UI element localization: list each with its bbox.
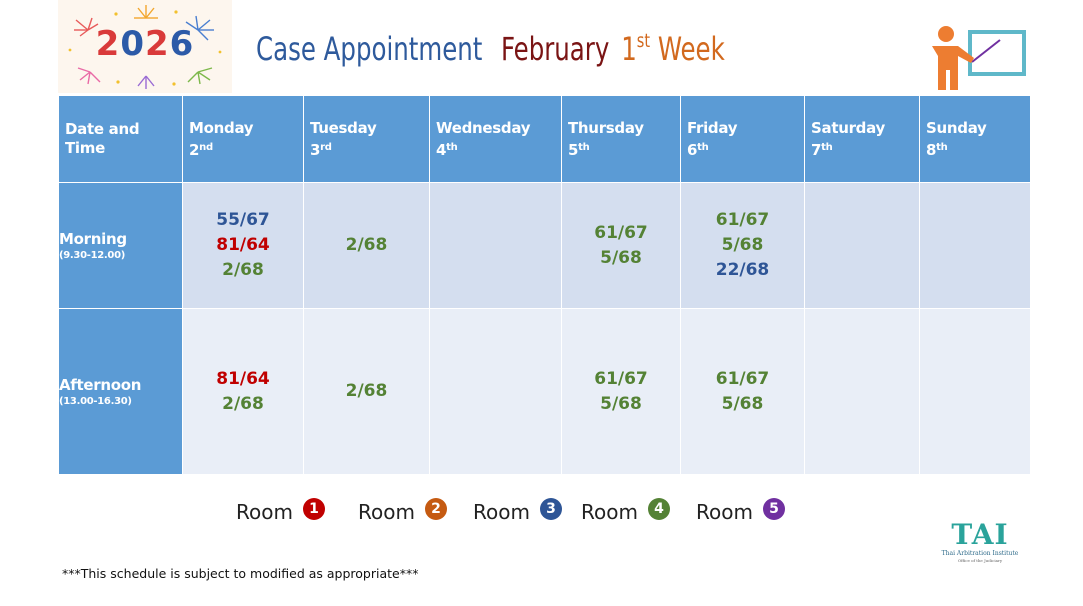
- table-cell: 61/67 5/68 22/68: [680, 182, 805, 309]
- fireworks-icon: [68, 5, 222, 89]
- case-entry: 5/68: [600, 247, 642, 268]
- table-cell: 81/64 2/68: [182, 308, 304, 475]
- room-2-badge: 2: [424, 498, 447, 520]
- schedule-table: Date and Time Monday 2nd Tuesday 3rd Wedne…: [58, 95, 1031, 475]
- case-entry: 61/67: [715, 210, 770, 230]
- morning-row: Morning (9.30-12.00) 55/67 81/64 2/68 2/68…: [58, 182, 1031, 309]
- tai-logo: TAI Thai Arbitration Institute Office of…: [940, 520, 1020, 564]
- table-cell: 2/68: [303, 308, 430, 475]
- table-cell: [429, 308, 562, 475]
- day-header-sunday: Sunday 8th: [919, 95, 1031, 183]
- day-header-thursday: Thursday 5th: [561, 95, 681, 183]
- room-3-badge: 3: [539, 498, 562, 520]
- legend-item-room-1: Room 1: [236, 498, 325, 524]
- year-label: 2026: [95, 24, 195, 64]
- presenter-icon: [932, 26, 1026, 90]
- day-header-tuesday: Tuesday 3rd: [303, 95, 430, 183]
- table-cell: [919, 182, 1031, 309]
- room-5-badge: 5: [762, 498, 785, 520]
- room-4-badge: 4: [647, 498, 670, 520]
- footnote: ***This schedule is subject to modified …: [62, 566, 419, 581]
- case-entry: 2/68: [222, 260, 264, 280]
- case-entry: 5/68: [721, 393, 764, 414]
- table-cell: 61/67 5/68: [561, 182, 681, 309]
- table-cell: [804, 308, 920, 475]
- room-legend: Room 1 Room 2 Room 3 Room 4 Room 5: [0, 498, 1083, 530]
- title-month: February: [501, 30, 610, 68]
- table-cell: 2/68: [303, 182, 430, 309]
- case-entry: 81/64: [216, 368, 270, 389]
- title-case-appointment: Case Appointment: [256, 30, 483, 68]
- day-header-monday: Monday 2nd: [182, 95, 304, 183]
- afternoon-row: Afternoon (13.00-16.30) 81/64 2/68 2/68 6…: [58, 308, 1031, 475]
- case-entry: 2/68: [222, 393, 264, 414]
- legend-item-room-3: Room 3: [473, 498, 562, 524]
- case-entry: 61/67: [594, 222, 648, 243]
- case-entry: 81/64: [216, 235, 270, 255]
- day-header-saturday: Saturday 7th: [804, 95, 920, 183]
- table-cell: [804, 182, 920, 309]
- day-header-wednesday: Wednesday 4th: [429, 95, 562, 183]
- table-cell: 61/67 5/68: [561, 308, 681, 475]
- row-label-morning: Morning (9.30-12.00): [58, 182, 183, 309]
- case-entry: 2/68: [345, 235, 388, 255]
- tai-logo-name: Thai Arbitration Institute: [941, 550, 1019, 557]
- legend-item-room-4: Room 4: [581, 498, 670, 524]
- case-entry: 61/67: [715, 368, 770, 389]
- case-entry: 5/68: [600, 393, 642, 414]
- room-1-badge: 1: [302, 498, 325, 520]
- corner-header: Date and Time: [58, 95, 183, 183]
- table-cell: [919, 308, 1031, 475]
- day-header-friday: Friday 6th: [680, 95, 805, 183]
- case-entry: 61/67: [594, 368, 648, 389]
- table-cell: 61/67 5/68: [680, 308, 805, 475]
- header-row: Date and Time Monday 2nd Tuesday 3rd Wedne…: [58, 95, 1031, 183]
- legend-item-room-2: Room 2: [358, 498, 447, 524]
- page-title: Case Appointment February 1st Week: [256, 30, 725, 68]
- case-entry: 55/67: [216, 210, 270, 230]
- table-cell: 55/67 81/64 2/68: [182, 182, 304, 309]
- tai-logo-mark: TAI: [951, 518, 1009, 551]
- case-entry: 2/68: [345, 381, 388, 401]
- title-week: 1st Week: [621, 30, 725, 68]
- year-fireworks-logo: 2026: [58, 0, 232, 93]
- legend-item-room-5: Room 5: [696, 498, 785, 524]
- row-label-afternoon: Afternoon (13.00-16.30): [58, 308, 183, 475]
- case-entry: 22/68: [715, 260, 770, 280]
- table-cell: [429, 182, 562, 309]
- case-entry: 5/68: [721, 235, 764, 255]
- tai-logo-tagline: Office of the Judiciary: [957, 558, 1003, 563]
